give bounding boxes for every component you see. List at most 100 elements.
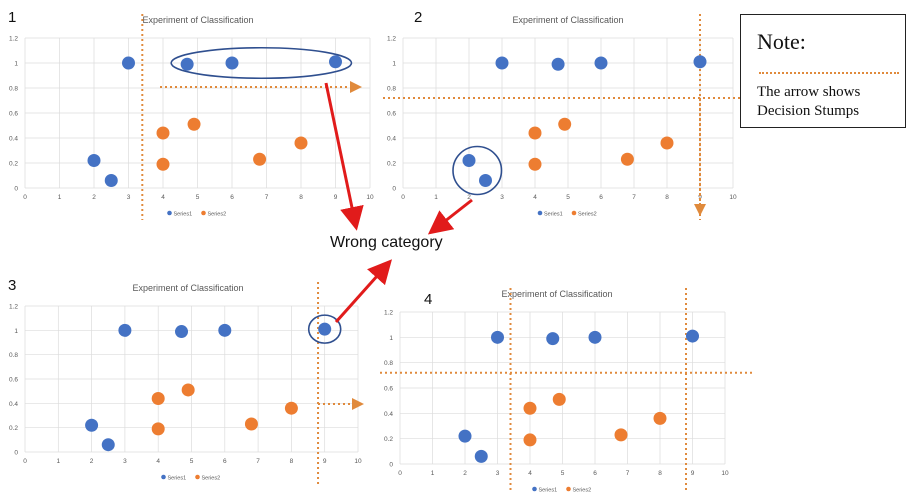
note-text-line1: The arrow shows [757,84,861,100]
panel-number: 3 [8,277,16,294]
series1-point [458,429,472,443]
chart-title: Experiment of Classification [501,289,612,299]
note-title: Note: [757,29,806,54]
series2-point [294,136,308,150]
series2-point [253,152,267,166]
y-tick-label: 0.4 [384,411,393,418]
series2-point [523,433,537,447]
x-tick-label: 4 [528,470,532,477]
y-tick-label: 0.6 [384,386,393,393]
y-tick-label: 0.6 [387,111,396,118]
series1-point [474,449,488,463]
y-tick-label: 0 [14,450,18,457]
y-tick-label: 1.2 [9,36,18,43]
y-tick-label: 0 [14,186,18,193]
x-tick-label: 0 [398,470,402,477]
x-tick-label: 10 [366,194,374,201]
legend-label: Series1 [539,487,558,493]
series1-point [85,418,99,432]
decision-stump-legend-line [759,72,899,74]
series1-point [693,55,707,69]
series1-point [462,154,476,167]
wrong-category-arrow [324,82,364,231]
x-tick-label: 2 [92,194,96,201]
legend-label: Series2 [573,487,592,493]
y-tick-label: 0 [389,462,393,469]
panel-number: 2 [414,9,422,26]
chart-title: Experiment of Classification [132,283,243,293]
y-tick-label: 1 [389,335,393,342]
y-tick-label: 0.4 [9,136,18,143]
series2-point [558,117,572,131]
x-tick-label: 9 [323,458,327,465]
series1-point [118,323,132,337]
x-tick-label: 1 [434,194,438,201]
y-tick-label: 0.4 [9,401,18,408]
legend-marker-series1 [532,486,537,492]
legend-marker-series2 [571,210,577,216]
series2-point [156,157,170,171]
chart-panel-3: 3 Experiment of Classification 0 1 2 3 4 5 6 7 8 9 1… [8,277,364,484]
series1-point [225,56,239,70]
x-tick-label: 0 [401,194,405,201]
series1-point [87,154,101,167]
x-tick-label: 6 [223,458,227,465]
x-tick-label: 4 [161,194,165,201]
series2-point [523,401,537,415]
legend-label: Series1 [174,211,193,217]
legend-marker-series2 [201,210,206,216]
x-tick-label: 5 [190,458,194,465]
x-tick-label: 1 [431,470,435,477]
x-tick-label: 8 [658,470,662,477]
x-tick-label: 10 [721,470,729,477]
series1-point [546,332,560,346]
x-tick-label: 3 [500,194,504,201]
x-tick-label: 10 [729,194,737,201]
x-tick-label: 7 [632,194,636,201]
x-tick-label: 2 [463,470,467,477]
x-tick-label: 0 [23,194,27,201]
series1-point [551,57,565,71]
y-tick-label: 0.8 [384,360,393,367]
y-tick-label: 0.4 [387,136,396,143]
x-tick-label: 6 [599,194,603,201]
y-tick-label: 0.2 [387,161,396,168]
legend-marker-series2 [195,474,200,480]
x-tick-label: 9 [334,194,338,201]
y-tick-label: 0.2 [9,161,18,168]
x-tick-label: 4 [156,458,160,465]
series2-point [552,392,566,406]
series2-point [156,126,170,140]
series2-point [528,126,542,140]
series2-point [244,417,258,431]
series2-point [653,411,667,425]
series1-point [318,322,332,336]
series2-point [620,152,634,166]
x-tick-label: 2 [90,458,94,465]
y-tick-label: 1 [392,61,396,68]
note-text-line2: Decision Stumps [757,103,860,119]
x-tick-label: 3 [127,194,131,201]
series2-point [528,157,542,171]
x-tick-label: 6 [593,470,597,477]
x-tick-label: 0 [23,458,27,465]
x-tick-label: 9 [698,194,702,201]
y-tick-label: 0.6 [9,377,18,384]
series1-point [495,56,509,70]
legend-label: Series2 [208,211,227,217]
series1-point [479,174,492,187]
y-tick-label: 0.8 [9,86,18,93]
y-tick-label: 0.2 [384,436,393,443]
series2-point [181,383,195,397]
x-tick-label: 8 [290,458,294,465]
chart-title: Experiment of Classification [142,15,253,25]
y-tick-label: 0.2 [9,425,18,432]
series1-point [686,329,699,343]
chart-panel-2: 2 Experiment of Classification 0 1 2 3 4 5 6 7 8 9 1… [383,9,763,220]
x-tick-label: 5 [561,470,565,477]
y-tick-label: 0 [392,186,396,193]
y-tick-label: 0.8 [9,352,18,359]
chart-panel-4: 4 Experiment of Classification 0 1 2 3 4 5 6 7 8 9 1… [380,288,755,493]
legend-marker-series1 [167,210,172,216]
chart-title: Experiment of Classification [512,15,623,25]
